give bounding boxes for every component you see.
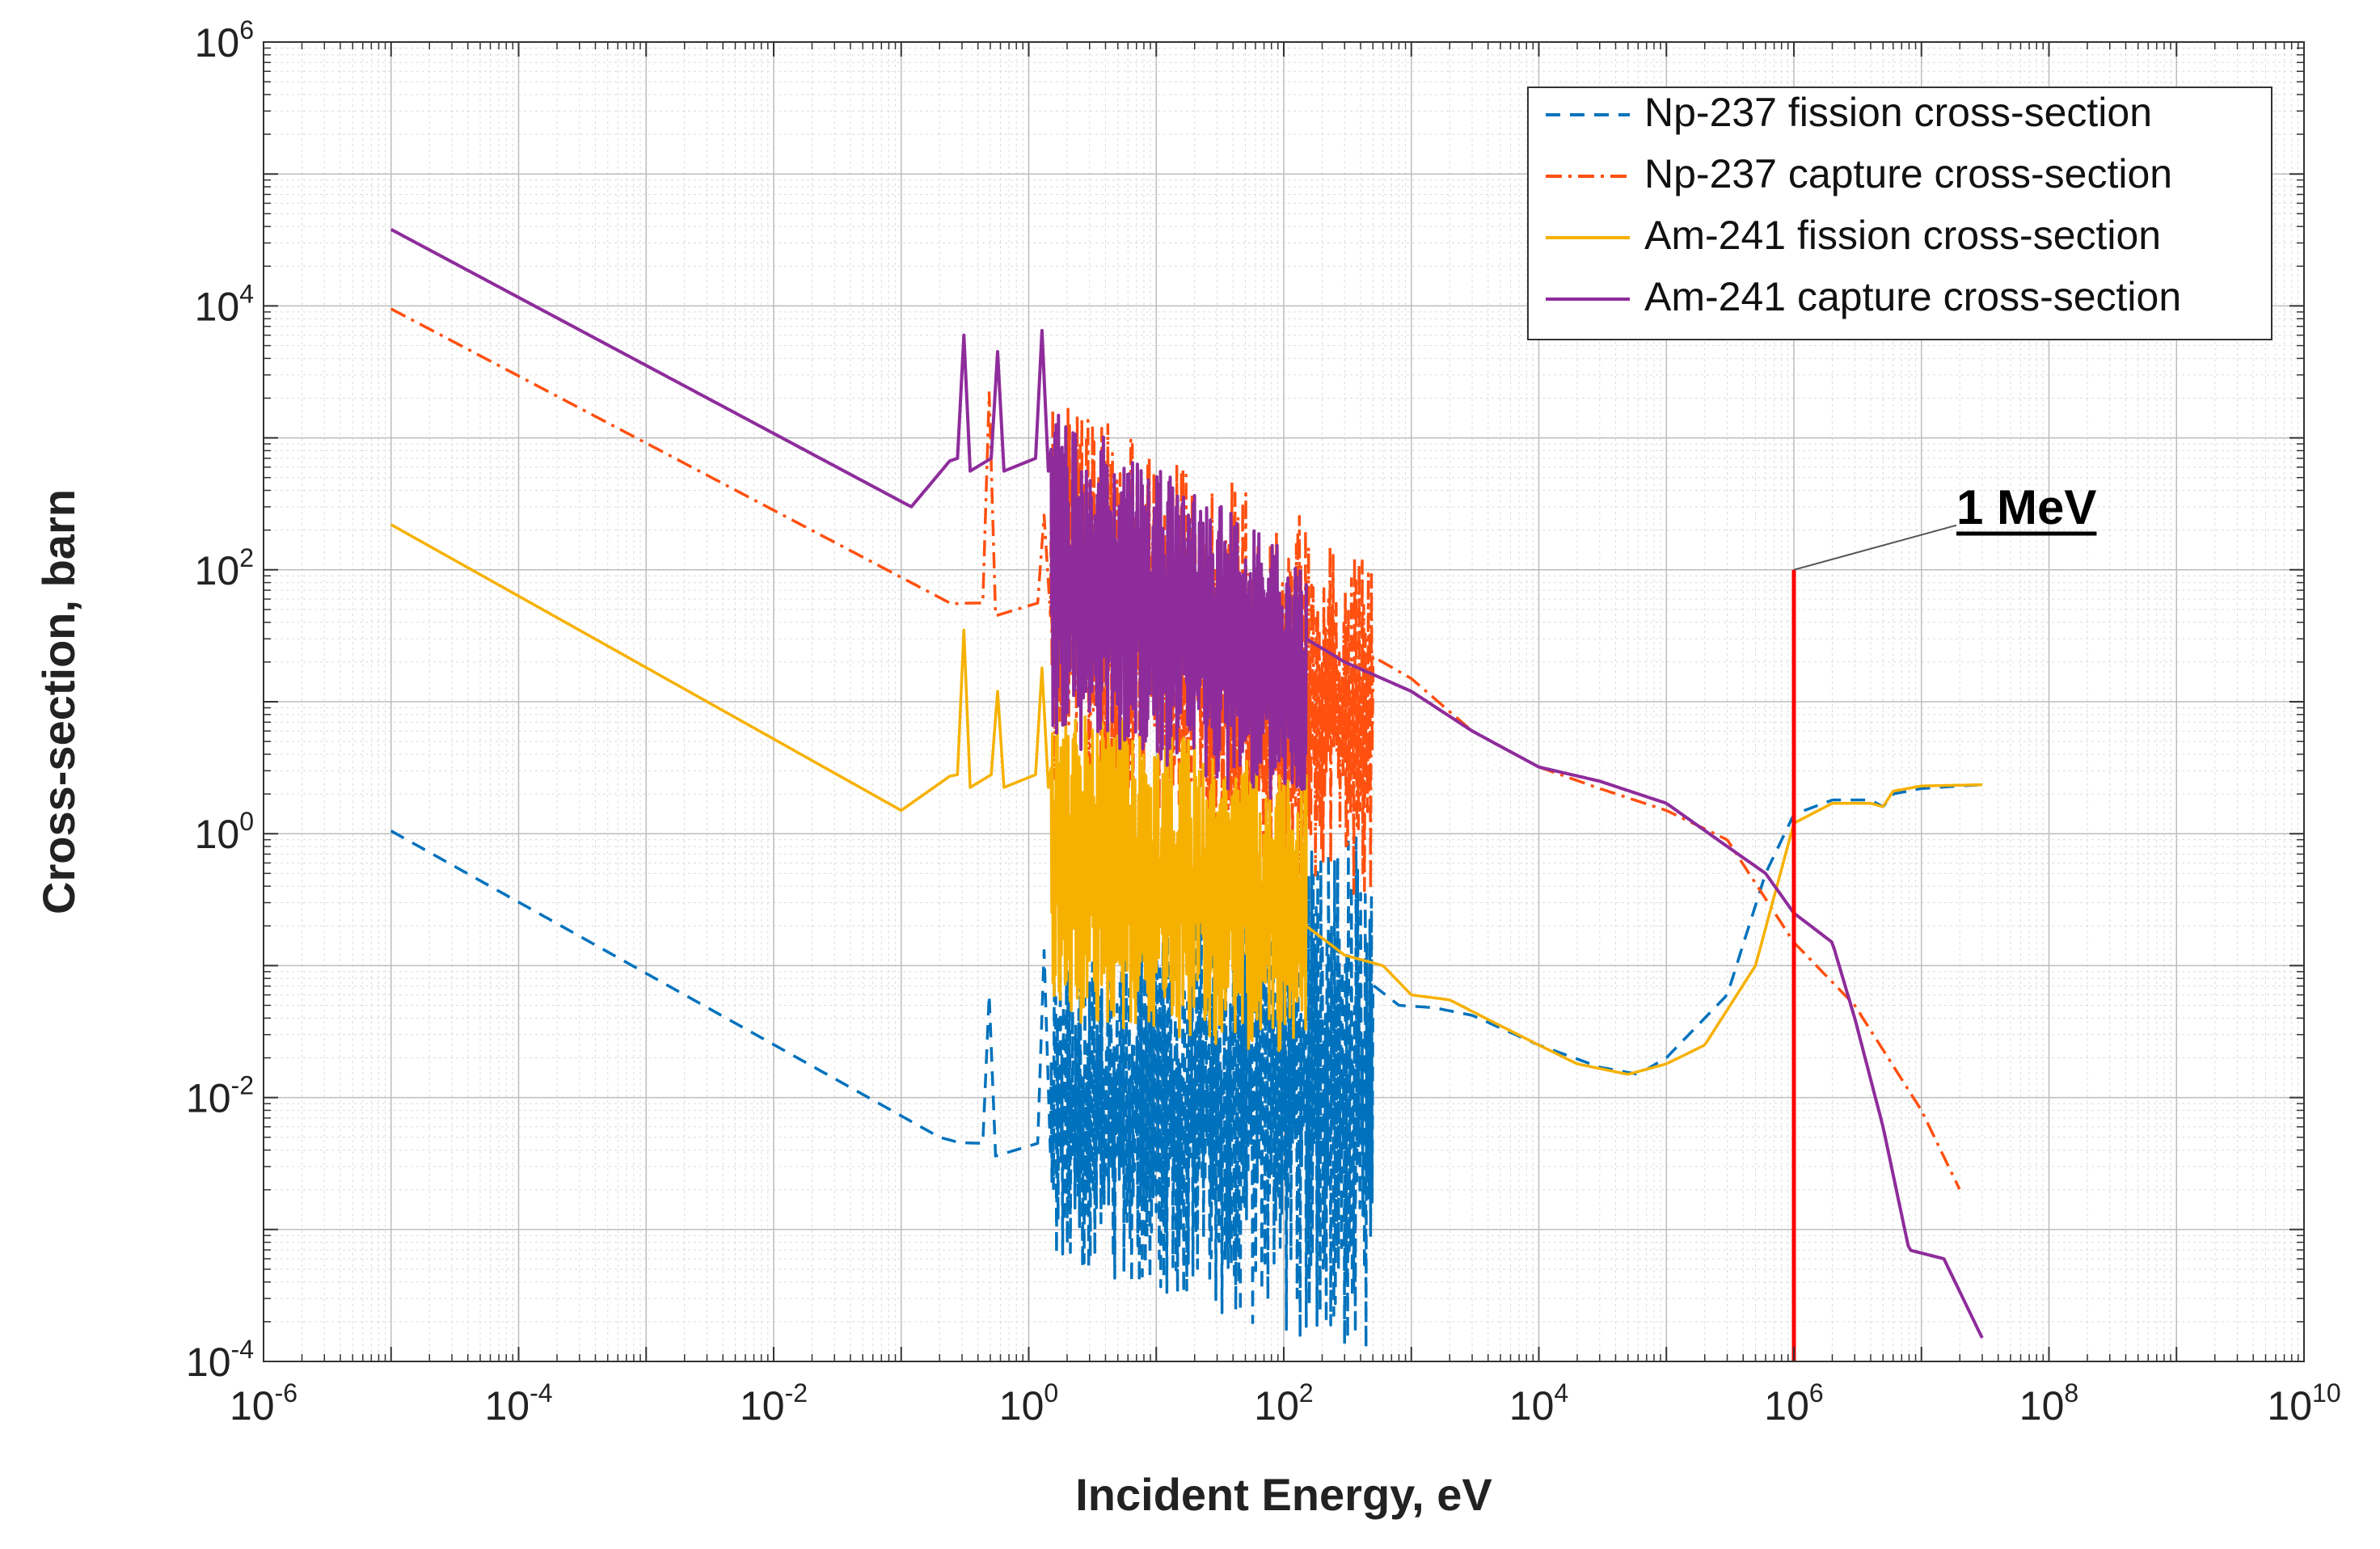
- legend-label: Np-237 fission cross-section: [1644, 90, 2152, 135]
- tick-marks: [263, 41, 2305, 1362]
- series-line-np-237-fission-cross-section: [390, 783, 1981, 1350]
- x-tick-label: 104: [1509, 1378, 1568, 1429]
- y-tick-label: 106: [195, 15, 254, 65]
- legend-box: [1527, 87, 2272, 340]
- y-tick-labels: 10-4 10-2 100 102 104 106: [186, 15, 254, 1385]
- legend-label: Np-237 capture cross-section: [1644, 151, 2172, 196]
- y-tick-label: 10-2: [186, 1071, 254, 1121]
- x-tick-labels: 10-6 10-4 10-2 100 102 104 106 108 1010: [230, 1378, 2341, 1429]
- y-tick-label: 104: [195, 279, 254, 329]
- legend-label: Am-241 fission cross-section: [1644, 213, 2161, 258]
- legend-label: Am-241 capture cross-section: [1644, 274, 2181, 319]
- annotation-layer: 1 MeV: [1791, 480, 2097, 1361]
- y-tick-label: 100: [195, 807, 254, 857]
- series-layer: [390, 228, 1984, 1350]
- series-line-am-241-capture-cross-section: [390, 228, 1984, 1339]
- legend: Np-237 fission cross-section Np-237 captu…: [1527, 87, 2272, 340]
- x-axis-title: Incident Energy, eV: [1075, 1469, 1492, 1520]
- x-tick-label: 10-6: [230, 1378, 298, 1429]
- one-mev-label: 1 MeV: [1956, 480, 2096, 534]
- one-mev-leader-line: [1793, 525, 1956, 571]
- x-tick-label: 1010: [2267, 1378, 2340, 1429]
- x-tick-label: 106: [1764, 1378, 1823, 1429]
- y-tick-label: 10-4: [186, 1335, 254, 1385]
- x-tick-label: 10-2: [740, 1378, 808, 1429]
- y-axis-title: Cross-section, barn: [33, 489, 84, 914]
- x-tick-label: 10-4: [484, 1378, 552, 1429]
- series-line-am-241-fission-cross-section: [390, 523, 1982, 1076]
- x-tick-label: 108: [2019, 1378, 2078, 1429]
- y-tick-label: 102: [195, 543, 254, 593]
- x-tick-label: 100: [999, 1378, 1058, 1429]
- x-tick-label: 102: [1254, 1378, 1313, 1429]
